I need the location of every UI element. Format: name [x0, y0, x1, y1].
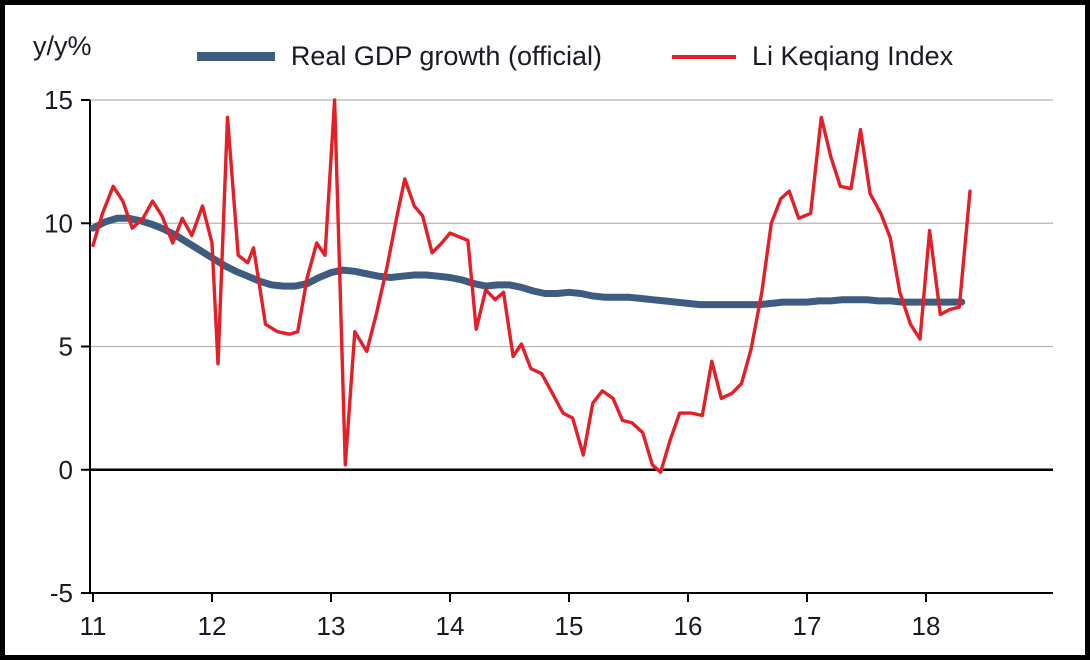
chart-legend: Real GDP growth (official) Li Keqiang In… [125, 41, 1025, 72]
x-tick-label-18: 18 [912, 611, 941, 641]
y-tick-label-15: 15 [44, 85, 73, 115]
x-tick-label-12: 12 [198, 611, 227, 641]
legend-item-gdp: Real GDP growth (official) [196, 41, 602, 72]
x-tick-label-17: 17 [793, 611, 822, 641]
y-axis-unit-label: y/y% [33, 31, 92, 61]
x-tick-label-14: 14 [436, 611, 465, 641]
series-line-gdp [89, 214, 966, 309]
y-tick-label--5: -5 [50, 578, 73, 608]
legend-item-lkq: Li Keqiang Index [671, 41, 954, 72]
chart-plot-area: 15 10 5 0 -511 12 13 14 15 16 17 18 [44, 85, 1053, 641]
series-line-lkq [91, 98, 972, 474]
legend-swatch-gdp-line [196, 52, 275, 61]
y-tick-label-0: 0 [59, 455, 73, 485]
x-tick-label-16: 16 [674, 611, 703, 641]
legend-swatch-lkq-line [671, 54, 736, 59]
x-tick-label-11: 11 [80, 611, 107, 641]
x-tick-label-15: 15 [555, 611, 584, 641]
y-tick-label-5: 5 [59, 332, 73, 362]
x-tick-label-13: 13 [317, 611, 346, 641]
legend-label-gdp: Real GDP growth (official) [290, 41, 602, 71]
legend-label-lkq: Li Keqiang Index [751, 41, 954, 71]
y-tick-label-10: 10 [44, 208, 73, 238]
